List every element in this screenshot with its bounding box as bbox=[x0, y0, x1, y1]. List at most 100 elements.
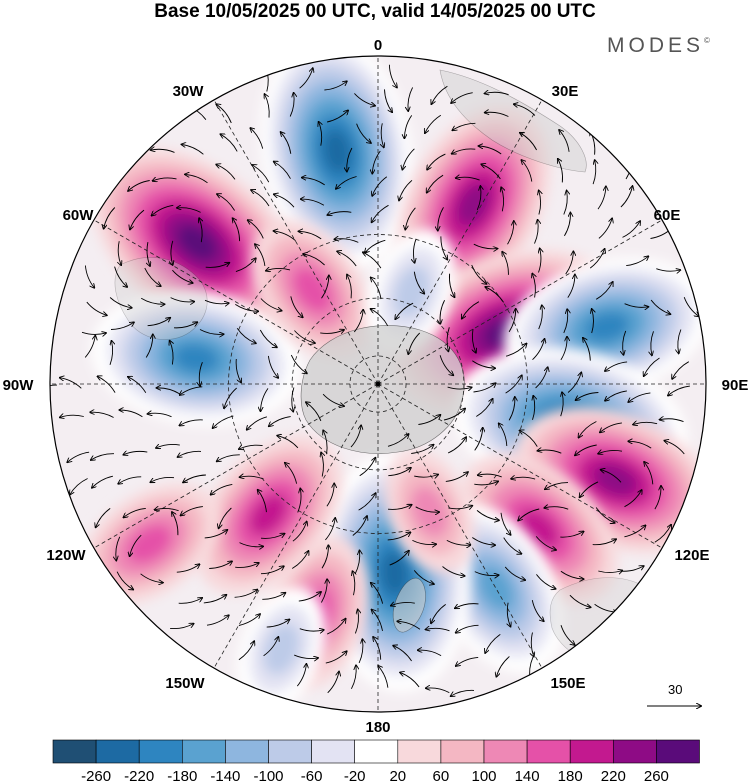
wind-vector-arrow bbox=[448, 506, 472, 509]
longitude-label: 0 bbox=[374, 37, 382, 54]
wind-vector-arrow bbox=[408, 332, 421, 354]
wind-vector-arrow bbox=[116, 571, 133, 590]
wind-vector-arrow bbox=[358, 493, 376, 511]
wind-vector-arrow bbox=[539, 249, 541, 273]
wind-vector-arrow bbox=[274, 231, 296, 242]
wind-vector-arrow bbox=[322, 393, 344, 406]
wind-vector-arrow bbox=[281, 132, 292, 154]
wind-vector-arrow bbox=[292, 387, 294, 412]
wind-vector-arrow bbox=[387, 532, 411, 541]
wind-vector-arrow bbox=[624, 525, 645, 538]
wind-vector-arrow bbox=[235, 304, 258, 311]
wind-vector-arrow bbox=[451, 92, 473, 103]
wind-vector-arrow bbox=[291, 551, 308, 569]
wind-vector-arrow bbox=[388, 64, 397, 88]
colorbar-swatch-last bbox=[656, 739, 700, 764]
wind-vector-arrow bbox=[150, 477, 175, 482]
wind-vector-arrow bbox=[298, 592, 321, 602]
wind-vector-arrow bbox=[363, 252, 382, 269]
wind-vector-arrow bbox=[544, 507, 569, 509]
wind-vector-arrow bbox=[354, 610, 358, 634]
wind-vector-arrow bbox=[478, 474, 502, 478]
wind-vector-arrow bbox=[172, 269, 192, 283]
wind-vector-arrow bbox=[504, 566, 525, 580]
wind-vector-arrow bbox=[558, 159, 563, 183]
wind-vector-arrow bbox=[109, 297, 132, 308]
wind-vector-arrow bbox=[413, 570, 434, 584]
colorbar-label: 180 bbox=[558, 768, 583, 783]
wind-vector-arrow bbox=[179, 419, 203, 426]
wind-vector-arrow bbox=[505, 344, 526, 357]
wind-vector-arrow bbox=[592, 539, 616, 546]
wind-vector-arrow bbox=[473, 383, 496, 393]
vector-reference: 30 bbox=[647, 682, 701, 706]
wind-vector-arrow bbox=[299, 629, 324, 631]
colorbar-label: -260 bbox=[81, 768, 111, 783]
wind-vector-arrow bbox=[213, 415, 234, 428]
wind-vector-arrow bbox=[252, 165, 270, 183]
wind-vector-arrow bbox=[384, 89, 393, 112]
wind-vector-arrow bbox=[128, 377, 147, 393]
wind-vector-arrow bbox=[397, 621, 421, 630]
colorbar-swatch bbox=[440, 739, 485, 764]
wind-vector-arrow bbox=[391, 602, 415, 605]
wind-vector-arrow bbox=[211, 483, 233, 494]
wind-vector-arrow bbox=[644, 462, 654, 485]
wind-vector-arrow bbox=[86, 301, 107, 315]
wind-vector-arrow bbox=[560, 570, 584, 579]
colorbar-label: -180 bbox=[167, 768, 197, 783]
wind-vector-arrow bbox=[248, 220, 264, 239]
wind-vector-arrow bbox=[534, 220, 539, 244]
meridian-line bbox=[377, 383, 677, 557]
wind-vector-arrow bbox=[628, 441, 652, 449]
wind-vector-arrow bbox=[347, 147, 353, 172]
wind-vector-arrow bbox=[508, 309, 516, 333]
wind-vector-arrow bbox=[321, 579, 327, 603]
wind-vector-arrow bbox=[471, 264, 487, 284]
wind-vector-arrow bbox=[593, 160, 596, 185]
wind-vector-arrow bbox=[560, 532, 583, 538]
wind-vector-arrow bbox=[476, 510, 499, 520]
wind-vector-arrow bbox=[425, 114, 442, 133]
wind-vector-arrow bbox=[199, 329, 224, 335]
wind-vector-arrow bbox=[415, 506, 439, 512]
wind-vector-arrow bbox=[238, 641, 254, 661]
wind-vector-arrow bbox=[521, 160, 533, 182]
wind-vector-arrow bbox=[455, 603, 479, 609]
wind-vector-arrow bbox=[473, 243, 498, 249]
wind-vector-arrow bbox=[274, 162, 291, 179]
wind-vector-arrow bbox=[260, 298, 282, 311]
wind-vector-arrow bbox=[476, 399, 492, 417]
wind-vector-arrow bbox=[600, 422, 622, 433]
wind-vector-arrow bbox=[559, 130, 570, 152]
wind-vector-arrow bbox=[533, 396, 535, 420]
wind-vector-arrow bbox=[405, 207, 416, 230]
wind-vector-arrow bbox=[147, 318, 171, 327]
wind-vector-arrow bbox=[565, 251, 574, 275]
wind-vector-arrow bbox=[50, 384, 58, 392]
wind-vector-arrow bbox=[507, 602, 510, 627]
wind-vector-arrow bbox=[654, 486, 661, 510]
wind-vector-arrow bbox=[325, 518, 335, 541]
wind-vector-arrow bbox=[371, 278, 382, 300]
wind-vector-arrow bbox=[650, 299, 670, 314]
wind-vector-arrow bbox=[178, 598, 202, 604]
wind-vector-arrow bbox=[456, 177, 480, 181]
wind-vector-arrow bbox=[589, 249, 604, 269]
wind-vector-arrow bbox=[321, 545, 328, 569]
wind-vector-arrow bbox=[239, 542, 264, 547]
anomaly-center bbox=[237, 586, 326, 712]
wind-vector-arrow bbox=[359, 458, 376, 477]
wind-vector-arrow bbox=[372, 150, 381, 174]
anomaly-field bbox=[79, 56, 706, 712]
wind-vector-arrow bbox=[668, 385, 690, 396]
wind-vector-arrow bbox=[170, 341, 173, 365]
wind-vector-arrow bbox=[84, 265, 94, 288]
wind-vector-arrow bbox=[440, 299, 446, 324]
wind-vector-arrow bbox=[258, 490, 267, 513]
longitude-label: 120W bbox=[46, 547, 86, 564]
colorbar-label: 20 bbox=[389, 768, 406, 783]
wind-vector-arrow bbox=[412, 539, 436, 544]
wind-vector-arrow bbox=[224, 387, 237, 408]
